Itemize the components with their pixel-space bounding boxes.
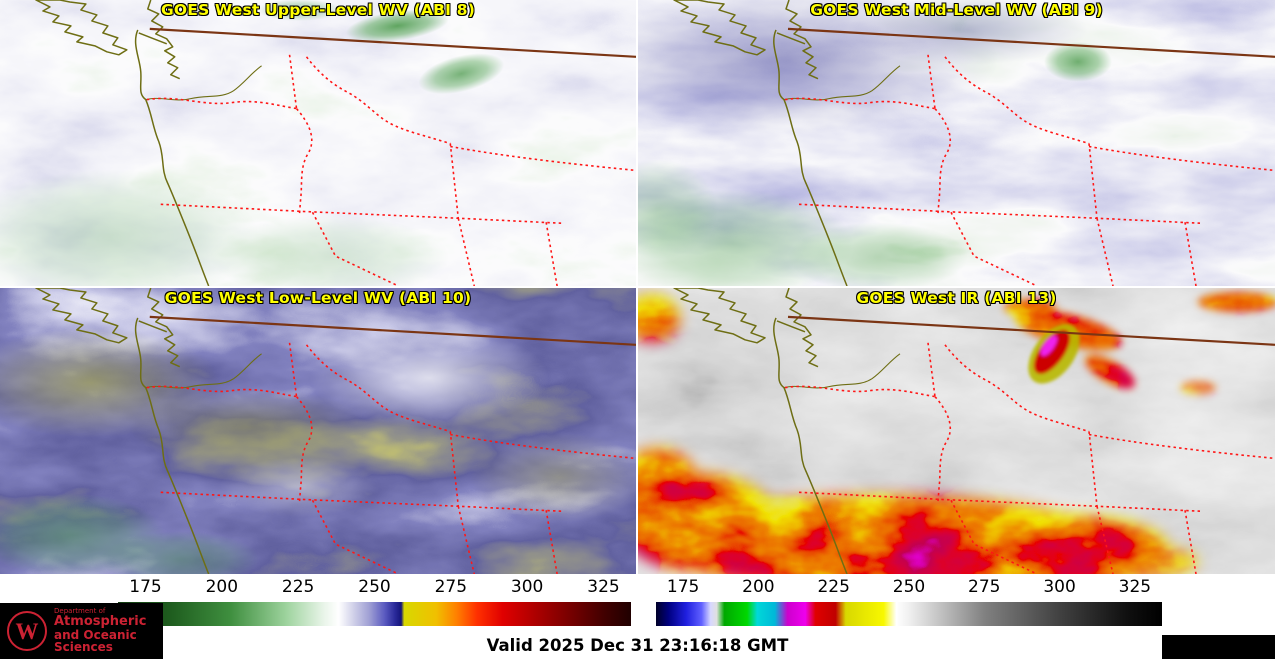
warm-dry-green-patches — [0, 0, 505, 286]
colorbar-ir-gradient — [656, 602, 1162, 626]
footer-right-block — [1162, 635, 1275, 659]
low-level-wv-image — [0, 288, 636, 574]
aos-logo-text: Department of Atmospheric and Oceanic Sc… — [54, 606, 163, 655]
logo-dept-line: Department of — [54, 606, 106, 615]
tick-label: 325 — [587, 577, 620, 597]
tick-label: 300 — [510, 577, 544, 597]
footer-bar: 175 200 225 250 275 300 325 175 200 225 … — [0, 574, 1275, 659]
panel-mid-level-wv: GOES West Mid-Level WV (ABI 9) — [638, 0, 1275, 286]
panel-title-mid-wv: GOES West Mid-Level WV (ABI 9) — [810, 1, 1103, 19]
colorbar-ir: 175 200 225 250 275 300 325 — [656, 576, 1162, 628]
tick-label: 325 — [1118, 577, 1152, 597]
tick-label: 250 — [358, 577, 391, 597]
cold-cloud-tops-top — [638, 288, 1275, 574]
coldest-cloud-streak — [1028, 323, 1080, 384]
crest-letter: W — [15, 618, 39, 644]
valid-time: Valid 2025 Dec 31 23:16:18 GMT — [486, 636, 789, 655]
panel-ir: GOES West IR (ABI 13) — [638, 288, 1275, 574]
uw-crest-icon: W — [7, 611, 47, 651]
upper-level-wv-image — [0, 0, 636, 286]
tick-label: 225 — [281, 577, 315, 597]
tick-label: 250 — [892, 577, 926, 597]
panel-low-level-wv: GOES West Low-Level WV (ABI 10) — [0, 288, 636, 574]
ir-image — [638, 288, 1275, 574]
panel-grid: GOES West Upper-Level WV (ABI 8) GOES We… — [0, 0, 1275, 574]
tick-label: 200 — [205, 577, 239, 597]
logo-line1: Atmospheric — [54, 614, 147, 630]
colorbar-wv-tick-labels: 175 200 225 250 275 300 325 — [118, 576, 631, 600]
warm-dry-green-patches — [0, 493, 260, 574]
warm-dry-green-patches — [638, 41, 1112, 286]
colorbar-ir-tick-labels: 175 200 225 250 275 300 325 — [656, 576, 1162, 600]
tick-label: 200 — [742, 577, 775, 597]
panel-title-low-wv: GOES West Low-Level WV (ABI 10) — [164, 289, 472, 307]
tick-label: 175 — [666, 577, 700, 597]
colorbar-wv-gradient — [118, 602, 631, 626]
tick-label: 225 — [817, 577, 850, 597]
colorbar-wv: 175 200 225 250 275 300 325 — [118, 576, 631, 628]
panel-title-upper-wv: GOES West Upper-Level WV (ABI 8) — [160, 1, 476, 19]
moisture-shading — [638, 0, 1088, 135]
dry-yellow-streaks — [0, 327, 636, 523]
panel-upper-level-wv: GOES West Upper-Level WV (ABI 8) — [0, 0, 636, 286]
aos-logo: W Department of Atmospheric and Oceanic … — [0, 603, 163, 659]
tick-label: 175 — [129, 577, 162, 597]
tick-label: 300 — [1043, 577, 1076, 597]
panel-title-ir: GOES West IR (ABI 13) — [856, 289, 1057, 307]
logo-line2: and Oceanic Sciences — [54, 627, 137, 655]
cloud-white-bands — [219, 327, 550, 518]
tick-label: 275 — [434, 577, 468, 597]
tick-label: 275 — [968, 577, 1001, 597]
mid-level-wv-image — [638, 0, 1275, 286]
